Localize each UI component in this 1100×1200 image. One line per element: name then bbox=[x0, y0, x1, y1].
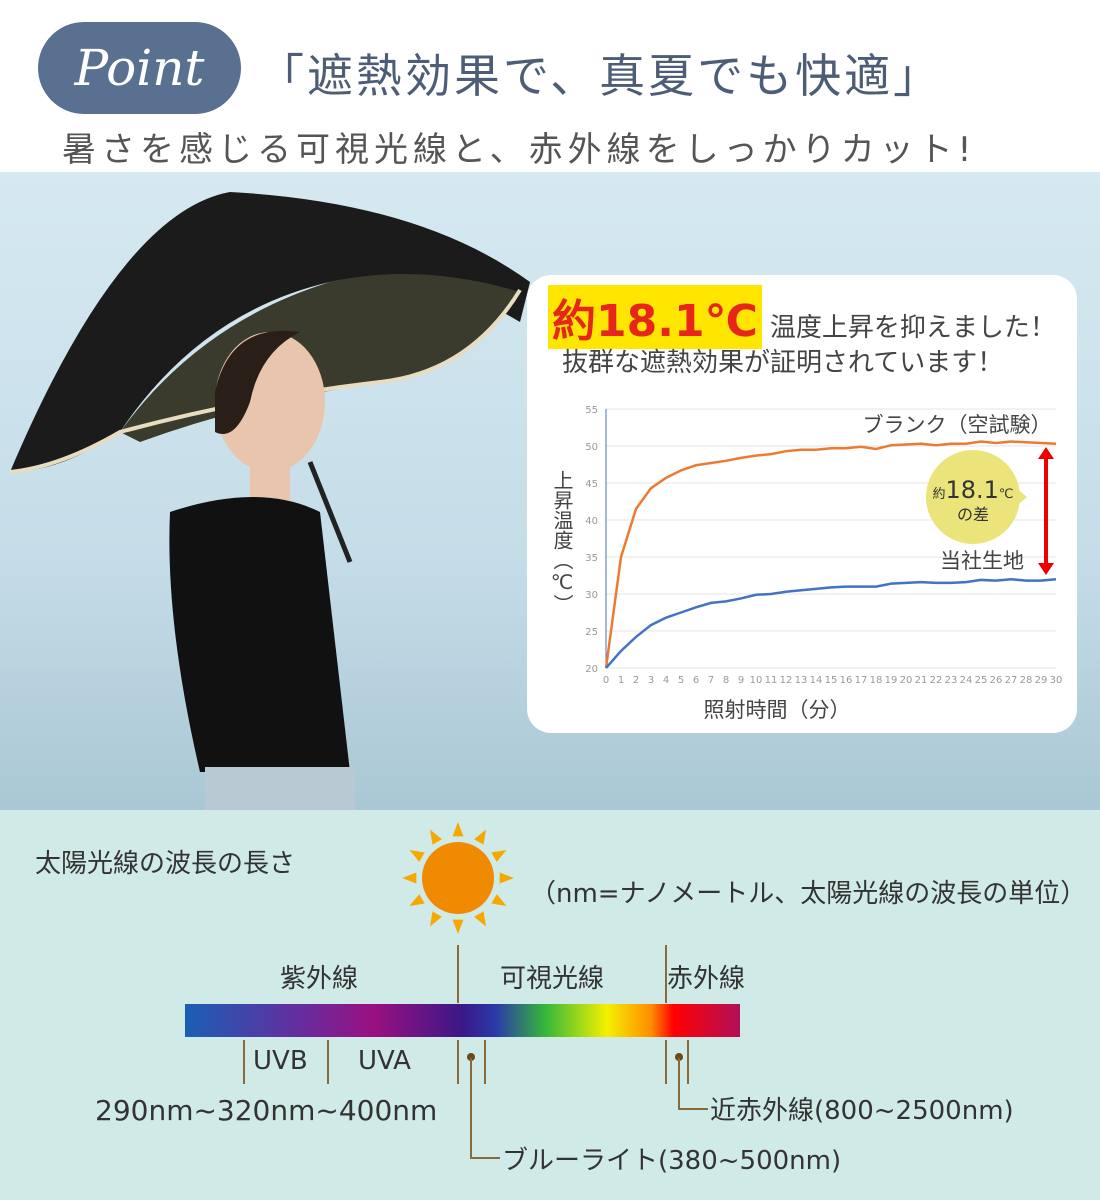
headline: 「遮熱効果で、真夏でも快適」 bbox=[258, 49, 943, 103]
sun-ray bbox=[430, 911, 442, 927]
x-tick-label: 22 bbox=[930, 675, 943, 686]
x-tick-label: 7 bbox=[708, 675, 714, 686]
series-line-0 bbox=[604, 440, 1057, 669]
blue-light-label: ブルーライト(380~500nm) bbox=[502, 1146, 842, 1176]
series-label-fabric: 当社生地 bbox=[940, 549, 1024, 573]
x-tick-label: 16 bbox=[840, 675, 853, 686]
temperature-difference: 約18.1℃ bbox=[548, 285, 762, 349]
x-tick-label: 29 bbox=[1035, 675, 1048, 686]
unit-note: （nm=ナノメートル、太陽光線の波長の単位） bbox=[530, 879, 1087, 909]
sun-ray bbox=[491, 850, 507, 862]
y-tick-label: 20 bbox=[585, 664, 598, 675]
result-subtext: 抜群な遮熱効果が証明されています！ bbox=[562, 348, 1004, 378]
x-tick-label: 11 bbox=[765, 675, 778, 686]
y-tick-label: 25 bbox=[585, 627, 598, 638]
sun-ray bbox=[409, 850, 425, 862]
x-tick-label: 20 bbox=[900, 675, 913, 686]
difference-arrow bbox=[1038, 447, 1054, 575]
x-tick-label: 5 bbox=[678, 675, 684, 686]
result-headline: 約18.1℃ 温度上昇を抑えました！ bbox=[548, 285, 1056, 349]
series-label-blank: ブランク（空試験） bbox=[863, 413, 1052, 437]
sun-ray bbox=[499, 872, 514, 884]
difference-bubble: 約18.1℃ の差 bbox=[926, 450, 1027, 544]
sun-ray bbox=[491, 894, 507, 906]
y-tick-label: 50 bbox=[585, 442, 598, 453]
sun-icon bbox=[402, 822, 514, 934]
x-tick-label: 12 bbox=[780, 675, 793, 686]
spectrum-bar bbox=[185, 1004, 740, 1037]
ir-label: 赤外線 bbox=[667, 964, 746, 994]
x-tick-label: 6 bbox=[693, 675, 699, 686]
x-tick-label: 3 bbox=[648, 675, 654, 686]
y-tick-label: 45 bbox=[585, 479, 598, 490]
x-tick-label: 14 bbox=[810, 675, 823, 686]
subheadline: 暑さを感じる可視光線と、赤外線をしっかりカット! bbox=[62, 130, 977, 170]
x-tick-label: 13 bbox=[795, 675, 808, 686]
x-tick-label: 19 bbox=[885, 675, 898, 686]
uvb-label: UVB bbox=[253, 1046, 308, 1076]
y-tick-label: 40 bbox=[585, 516, 598, 527]
result-text: 温度上昇を抑えました！ bbox=[769, 313, 1056, 343]
x-tick-label: 2 bbox=[633, 675, 639, 686]
x-tick-label: 17 bbox=[855, 675, 868, 686]
x-tick-label: 27 bbox=[1005, 675, 1018, 686]
x-tick-label: 26 bbox=[990, 675, 1003, 686]
x-tick-label: 18 bbox=[870, 675, 883, 686]
x-tick-label: 24 bbox=[960, 675, 973, 686]
sun-ray bbox=[474, 829, 486, 845]
point-badge: Point bbox=[38, 22, 241, 114]
sun-ray bbox=[452, 822, 464, 837]
y-tick-label: 35 bbox=[585, 553, 598, 564]
uv-range-label: 290nm~320nm~400nm bbox=[95, 1094, 438, 1127]
x-tick-label: 0 bbox=[603, 675, 609, 686]
y-tick-label: 30 bbox=[585, 590, 598, 601]
x-tick-label: 30 bbox=[1050, 675, 1063, 686]
x-tick-label: 10 bbox=[750, 675, 763, 686]
y-tick-label: 55 bbox=[585, 405, 598, 416]
svg-text:の差: の差 bbox=[957, 505, 989, 524]
spectrum-title: 太陽光線の波長の長さ bbox=[35, 849, 296, 879]
x-tick-label: 8 bbox=[723, 675, 729, 686]
sun-ray bbox=[430, 829, 442, 845]
near-ir-label: 近赤外線(800~2500nm) bbox=[710, 1096, 1014, 1126]
y-axis-label: 上昇温度（℃） bbox=[550, 470, 574, 614]
sun-ray bbox=[452, 919, 464, 934]
sun-ray bbox=[474, 911, 486, 927]
sun-ray bbox=[402, 872, 417, 884]
umbrella-woman-illustration bbox=[9, 192, 530, 810]
x-tick-label: 15 bbox=[825, 675, 838, 686]
x-tick-label: 9 bbox=[738, 675, 744, 686]
x-axis-label: 照射時間（分） bbox=[704, 698, 851, 722]
x-tick-label: 23 bbox=[945, 675, 958, 686]
x-tick-label: 1 bbox=[618, 675, 624, 686]
visible-label: 可視光線 bbox=[500, 964, 605, 994]
svg-text:約18.1℃: 約18.1℃ bbox=[932, 476, 1013, 504]
uva-label: UVA bbox=[358, 1046, 411, 1076]
x-tick-label: 4 bbox=[663, 675, 669, 686]
sun-ray bbox=[409, 894, 425, 906]
series-line-1 bbox=[605, 577, 1057, 669]
x-tick-label: 21 bbox=[915, 675, 928, 686]
x-tick-label: 25 bbox=[975, 675, 988, 686]
x-tick-label: 28 bbox=[1020, 675, 1033, 686]
uv-label: 紫外線 bbox=[280, 964, 359, 994]
